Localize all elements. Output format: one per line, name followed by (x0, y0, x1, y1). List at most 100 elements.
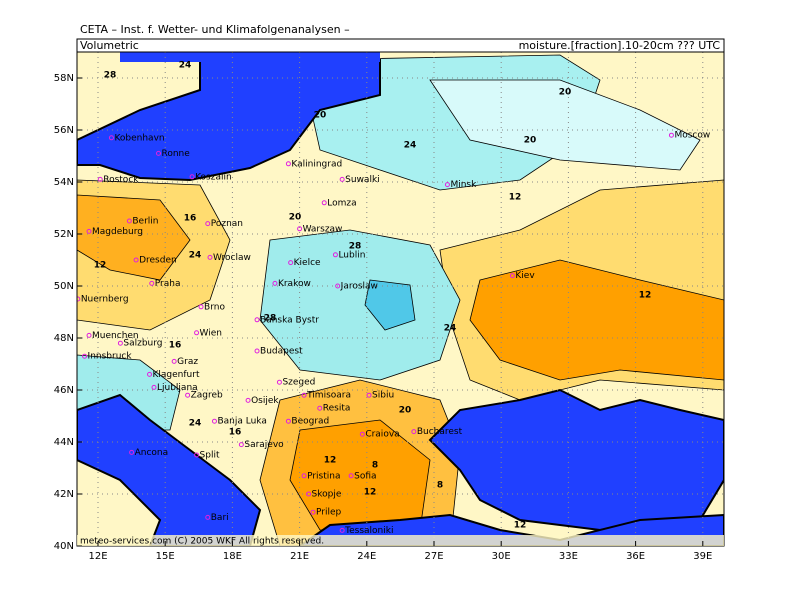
field-orange (77, 194, 191, 281)
contour-label: 20 (524, 136, 537, 146)
contour-label: 12 (639, 291, 652, 301)
contour-label: 24 (444, 324, 457, 334)
city-label: Lublin (338, 250, 365, 260)
city-label: Klagenfurt (153, 370, 200, 380)
city-marker (189, 174, 195, 180)
city-marker (211, 418, 217, 424)
lat-tick-label: 42N (54, 489, 74, 500)
city-marker (198, 304, 204, 310)
city-marker (321, 200, 327, 206)
contour-label: 8 (437, 481, 443, 491)
sea (77, 59, 381, 182)
city-label: Innsbruck (88, 352, 133, 362)
contour-label: 24 (189, 251, 202, 261)
lon-tick-label: 33E (559, 551, 578, 562)
city-label: Brno (204, 302, 225, 312)
field-lightcyan (429, 79, 701, 171)
city-marker (335, 283, 341, 289)
city-label: Ancona (135, 448, 169, 458)
city-marker (205, 221, 211, 227)
city-marker (238, 442, 244, 448)
contour-label: 12 (324, 456, 337, 466)
city-marker (86, 332, 92, 338)
city-marker (194, 452, 200, 458)
lat-tick-label: 58N (54, 73, 74, 84)
lon-tick-label: 24E (357, 551, 376, 562)
contour-label: 12 (514, 521, 527, 531)
contour-label: 24 (179, 61, 192, 71)
city-label: Warszaw (303, 224, 343, 234)
contour-label: 28 (264, 314, 277, 324)
lat-tick-label: 50N (54, 281, 74, 292)
contour-label: 16 (229, 428, 242, 438)
contour-label: 12 (94, 261, 107, 271)
city-label: Prilep (316, 508, 342, 518)
city-marker (171, 358, 177, 364)
lat-tick-label: 44N (54, 437, 74, 448)
city-label: Beograd (291, 417, 329, 427)
axis-ticks: 40N 42N 44N 46N 48N 50N 52N 54N 56N 58N 12E 15E 18E 2… (54, 73, 713, 562)
field-cyan (259, 229, 461, 381)
lat-tick-label: 46N (54, 385, 74, 396)
city-marker (117, 340, 123, 346)
city-marker (133, 257, 139, 263)
contour-label: 8 (372, 461, 378, 471)
contour-label: 12 (509, 193, 522, 203)
city-label: Krakow (278, 279, 311, 289)
contour-label: 24 (404, 141, 417, 151)
field-cyan-dark (364, 279, 416, 331)
city-marker (411, 429, 417, 435)
city-label: Berlin (132, 217, 158, 227)
city-marker (310, 509, 316, 515)
city-label: Resita (323, 404, 351, 414)
city-marker (285, 418, 291, 424)
city-marker (126, 218, 132, 224)
lon-tick-label: 27E (424, 551, 443, 562)
lon-tick-label: 21E (290, 551, 309, 562)
city-marker (332, 252, 338, 258)
city-marker (205, 514, 211, 520)
city-label: Szeged (282, 378, 315, 388)
lon-tick-label: 18E (223, 551, 242, 562)
contour-label: 20 (289, 213, 302, 223)
city-marker (272, 280, 278, 286)
city-marker (276, 379, 282, 385)
city-marker (359, 431, 365, 437)
city-marker (155, 150, 161, 156)
city-marker (254, 317, 260, 323)
city-label: Wroclaw (213, 253, 251, 263)
city-label: Ronne (161, 149, 190, 159)
footer-text: meteo-services.com (C) 2005 WKF All righ… (80, 537, 324, 547)
city-label: Banska Bystr (260, 315, 319, 325)
city-label: Bari (211, 513, 229, 523)
city-marker (151, 384, 157, 390)
city-marker (444, 182, 450, 188)
sea (77, 393, 262, 546)
city-label: Kielce (294, 258, 321, 268)
city-marker (194, 330, 200, 336)
contour-label: 20 (559, 88, 572, 98)
left-label: Volumetric (80, 39, 139, 52)
city-label: Pristina (307, 471, 340, 481)
lat-tick-label: 52N (54, 229, 74, 240)
city-label: Poznan (211, 219, 243, 229)
city-marker (185, 392, 191, 398)
city-label: Split (200, 451, 220, 461)
city-marker (301, 392, 307, 398)
city-marker (245, 397, 251, 403)
city-label: Lomza (327, 198, 356, 208)
right-label: moisture.[fraction].10-20cm ??? UTC (519, 39, 721, 52)
city-marker (366, 392, 372, 398)
city-label: Minsk (450, 180, 477, 190)
footer-bar (77, 535, 724, 546)
city-marker (317, 405, 323, 411)
lon-tick-label: 30E (492, 551, 511, 562)
lat-tick-label: 56N (54, 125, 74, 136)
city-marker (301, 473, 307, 479)
city-label: Wien (200, 328, 222, 338)
city-label: Zagreb (191, 391, 223, 401)
sea (428, 388, 724, 532)
city-label: Dresden (139, 256, 177, 266)
city-label: Suwalki (345, 175, 380, 185)
map-area: Kobenhavn Ronne Rostock Koszalin Kaliningrad… (77, 52, 724, 546)
